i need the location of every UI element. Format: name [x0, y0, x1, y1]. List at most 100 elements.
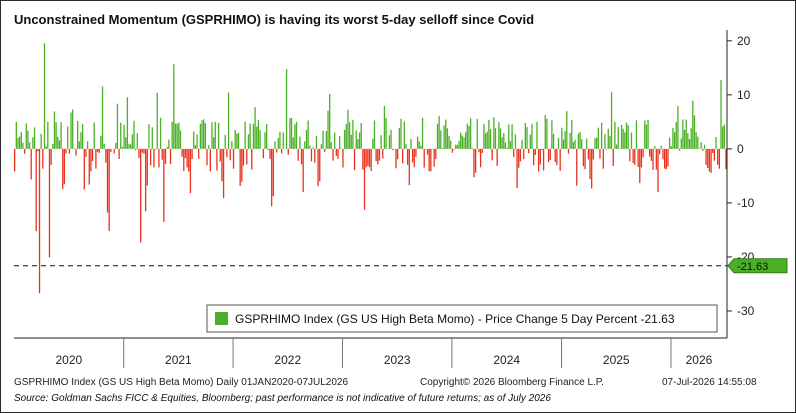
bar-negative	[271, 148, 273, 207]
bar-positive	[566, 111, 568, 149]
bar-negative	[324, 148, 326, 152]
bar-positive	[355, 130, 357, 149]
bar-positive	[688, 138, 691, 149]
bar-positive	[418, 141, 420, 149]
legend-box	[206, 304, 718, 333]
x-tick-label: 2024	[493, 353, 520, 367]
bar-negative	[209, 148, 211, 172]
bar-positive	[498, 122, 500, 149]
bar-negative	[95, 148, 97, 169]
bar-negative	[251, 148, 253, 170]
bar-positive	[27, 130, 29, 149]
bar-negative	[269, 148, 271, 159]
bar-negative	[702, 148, 704, 151]
bar-positive	[166, 146, 168, 149]
bar-negative	[85, 148, 87, 157]
bar-positive	[551, 120, 553, 149]
bar-positive	[617, 127, 619, 149]
bar-positive	[148, 124, 150, 149]
bar-negative	[287, 148, 289, 155]
bar-positive	[673, 132, 676, 149]
bar-negative	[310, 148, 313, 162]
bar-positive	[403, 121, 405, 149]
bar-positive	[615, 144, 618, 149]
bar-negative	[605, 148, 608, 150]
bar-positive	[715, 136, 717, 149]
legend-label: GSPRHIMO Index (GS US High Beta Momo) - …	[235, 312, 675, 326]
bar-positive	[100, 135, 102, 149]
bar-positive	[201, 120, 203, 149]
bar-positive	[133, 120, 135, 149]
bar-positive	[43, 43, 46, 149]
bar-positive	[47, 121, 49, 149]
bar-negative	[591, 148, 593, 189]
bar-positive	[125, 137, 127, 149]
bar-negative	[164, 148, 167, 164]
bar-negative	[491, 148, 493, 161]
bar-positive	[561, 127, 563, 149]
bar-positive	[348, 122, 351, 149]
bar-negative	[262, 148, 265, 159]
bar-negative	[428, 148, 430, 172]
bar-positive	[33, 127, 36, 149]
bar-negative	[363, 148, 366, 210]
bar-positive	[458, 140, 460, 149]
bar-negative	[272, 148, 274, 197]
bar-positive	[194, 145, 197, 149]
bar-negative	[678, 148, 681, 151]
bar-positive	[224, 134, 226, 149]
bar-positive	[524, 123, 527, 149]
bar-positive	[526, 127, 528, 149]
bar-positive	[494, 128, 497, 149]
callout-box	[727, 258, 788, 274]
bar-positive	[208, 145, 210, 149]
bar-positive	[358, 132, 361, 149]
bar-positive	[720, 80, 722, 149]
bar-negative	[198, 148, 200, 159]
bar-positive	[217, 122, 220, 149]
bar-negative	[554, 148, 556, 163]
bar-negative	[413, 148, 415, 168]
bar-negative	[516, 148, 518, 189]
bar-negative	[395, 148, 397, 169]
bar-negative	[576, 148, 578, 186]
bar-negative	[402, 148, 404, 164]
bar-positive	[604, 134, 606, 149]
bar-negative	[533, 148, 535, 166]
bar-negative	[537, 148, 540, 172]
bar-negative	[65, 148, 67, 154]
bar-negative	[138, 148, 140, 159]
bar-positive	[380, 135, 382, 149]
bar-positive	[645, 124, 648, 149]
bar-negative	[30, 148, 32, 180]
bar-negative	[717, 148, 719, 165]
bar-positive	[312, 147, 314, 149]
bar-positive	[476, 118, 478, 149]
bar-negative	[241, 148, 243, 182]
bar-positive	[121, 146, 124, 149]
bar-positive	[304, 141, 306, 149]
bar-positive	[252, 123, 255, 149]
bar-positive	[325, 131, 328, 149]
bar-positive	[340, 148, 342, 149]
bar-positive	[552, 133, 555, 149]
bar-positive	[581, 139, 583, 149]
bar-negative	[549, 148, 551, 161]
bar-positive	[607, 128, 609, 149]
bar-negative	[362, 148, 364, 170]
bar-positive	[450, 140, 452, 149]
bar-negative	[662, 148, 664, 160]
bar-negative	[140, 148, 142, 243]
bar-positive	[257, 120, 260, 149]
bar-negative	[75, 148, 77, 156]
bar-positive	[81, 124, 84, 149]
bar-positive	[654, 146, 656, 149]
bar-positive	[136, 133, 138, 149]
bar-negative	[113, 148, 115, 154]
y-tick-label: -10	[737, 196, 755, 210]
bar-positive	[159, 117, 162, 149]
bar-negative	[382, 148, 384, 159]
bar-positive	[465, 132, 467, 149]
bar-negative	[98, 148, 100, 153]
